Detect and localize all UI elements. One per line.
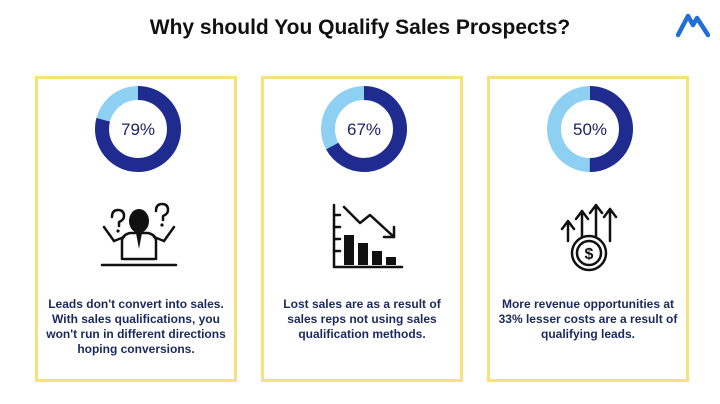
mountain-logo-icon xyxy=(676,13,710,38)
svg-text:$: $ xyxy=(585,246,594,263)
percent-label: 67% xyxy=(347,120,381,139)
stat-card-2: 67% Lost sales are as a result of sales … xyxy=(261,76,463,382)
declining-bar-chart-icon xyxy=(332,203,404,269)
page-title: Why should You Qualify Sales Prospects? xyxy=(149,16,571,39)
card-description: Leads don't convert into sales. With sal… xyxy=(46,297,226,356)
card-description: Lost sales are as a result of sales reps… xyxy=(283,297,441,341)
percent-donut: 67% xyxy=(321,86,407,172)
stat-card-3: 50% $ More revenue opportunities at 33% … xyxy=(487,76,689,382)
confused-person-icon xyxy=(100,202,178,267)
stat-card-1: 79% Leads don't convert into sales. With… xyxy=(35,76,237,382)
percent-donut: 79% xyxy=(95,86,181,172)
card-description: More revenue opportunities at 33% lesser… xyxy=(498,297,678,341)
percent-donut: 50% xyxy=(547,86,633,172)
percent-label: 50% xyxy=(573,120,607,139)
percent-label: 79% xyxy=(121,120,155,139)
dollar-growth-arrows-icon: $ xyxy=(560,203,618,272)
